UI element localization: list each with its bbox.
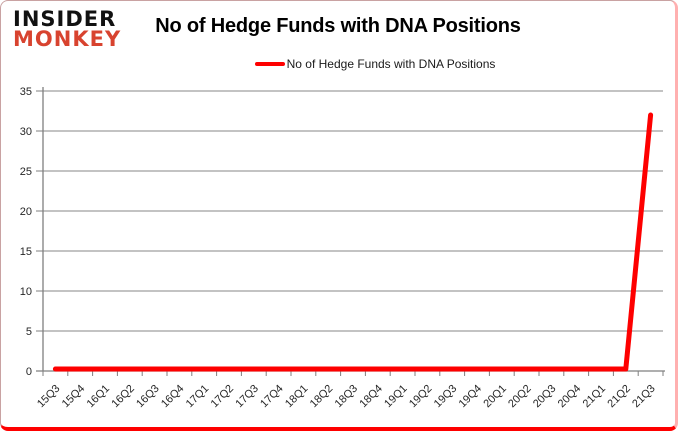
- y-tick-label: 5: [26, 326, 32, 338]
- x-tick-label: 17Q3: [233, 383, 261, 411]
- x-tick-label: 18Q2: [308, 383, 336, 411]
- chart-legend: No of Hedge Funds with DNA Positions: [38, 57, 675, 71]
- series-line: [52, 112, 654, 372]
- y-tick-label: 15: [20, 246, 32, 258]
- line-chart: 0510152025303515Q315Q416Q116Q216Q316Q417…: [20, 86, 665, 411]
- logo-line-monkey: MONKEY: [13, 26, 122, 51]
- x-tick-label: 21Q3: [630, 383, 658, 411]
- x-tick-label: 19Q4: [457, 383, 485, 411]
- y-tick-label: 30: [20, 126, 32, 138]
- y-tick-label: 20: [20, 206, 32, 218]
- x-tick-label: 19Q2: [407, 383, 435, 411]
- x-tick-label: 21Q1: [581, 383, 609, 411]
- legend-label: No of Hedge Funds with DNA Positions: [286, 57, 496, 71]
- x-tick-label: 17Q1: [184, 383, 212, 411]
- x-tick-label: 20Q3: [531, 383, 559, 411]
- x-tick-label: 19Q3: [432, 383, 460, 411]
- y-tick-label: 25: [20, 166, 32, 178]
- x-tick-label: 15Q4: [60, 383, 88, 411]
- x-tick-label: 16Q1: [85, 383, 113, 411]
- y-tick-label: 10: [20, 286, 32, 298]
- x-tick-label: 16Q4: [159, 383, 187, 411]
- x-tick-label: 17Q2: [209, 383, 237, 411]
- chart-title: No of Hedge Funds with DNA Positions: [155, 15, 521, 37]
- y-tick-label: 35: [20, 86, 32, 98]
- y-tick-label: 0: [26, 366, 32, 378]
- x-tick-label: 16Q2: [109, 383, 137, 411]
- x-tick-label: 21Q2: [605, 383, 633, 411]
- x-tick-label: 19Q1: [382, 383, 410, 411]
- x-tick-label: 16Q3: [134, 383, 162, 411]
- legend-line-swatch: [254, 62, 285, 66]
- insider-monkey-logo: INSIDER MONKEY: [13, 7, 122, 51]
- logo-line-insider: INSIDER: [13, 7, 117, 31]
- x-tick-label: 20Q4: [556, 383, 584, 411]
- x-tick-label: 15Q3: [35, 383, 63, 411]
- x-tick-label: 18Q1: [283, 383, 311, 411]
- x-tick-label: 18Q4: [357, 383, 385, 411]
- x-tick-label: 17Q4: [258, 383, 286, 411]
- plot-area: 0 5 10 15 20 25 30 35 15Q3 15Q4 16Q1 16Q2 16Q3 16Q4 17…: [1, 79, 675, 427]
- x-tick-label: 20Q2: [506, 383, 534, 411]
- x-tick-label: 20Q1: [481, 383, 509, 411]
- x-tick-label: 18Q3: [333, 383, 361, 411]
